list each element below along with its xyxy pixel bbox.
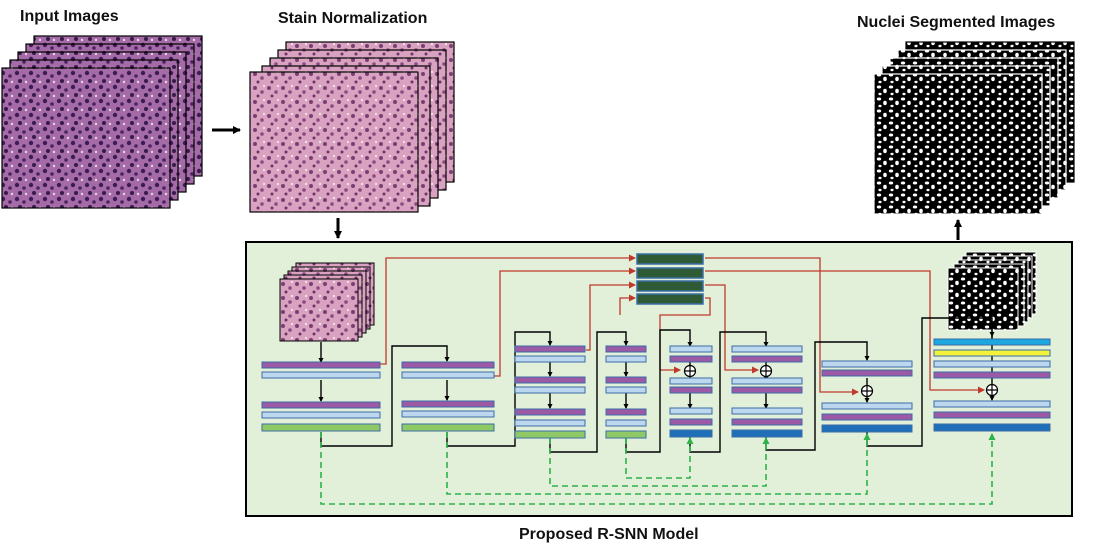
sum-node-icon <box>683 364 999 398</box>
nuclei-segmented-title: Nuclei Segmented Images <box>857 14 1056 31</box>
input-image-stack <box>1 35 203 209</box>
stain-normalized-stack <box>249 41 455 213</box>
model-title: Proposed R-SNN Model <box>519 526 699 543</box>
segmented-image-stack <box>873 41 1075 215</box>
red-skip-connections <box>380 254 985 396</box>
model-output-stack <box>947 251 1037 331</box>
decoder-blocks <box>669 338 1051 438</box>
model-input-stack <box>279 262 375 342</box>
stain-normalization-title: Stain Normalization <box>278 10 428 27</box>
bottleneck-blocks <box>636 253 704 305</box>
encoder-blocks <box>261 345 647 439</box>
dashed-skip-connections <box>320 432 996 505</box>
input-images-title: Input Images <box>20 8 119 25</box>
